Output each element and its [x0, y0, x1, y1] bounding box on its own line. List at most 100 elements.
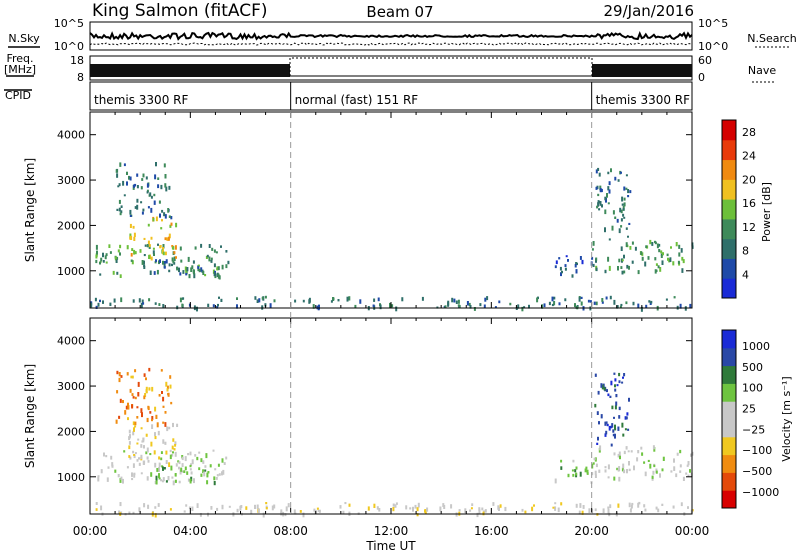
echo-cell	[239, 505, 242, 511]
echo-cell	[147, 504, 150, 509]
noise-tick-high-right: 10^5	[698, 17, 728, 30]
echo-cell	[509, 302, 512, 306]
velocity-colorbar-swatches	[722, 330, 736, 509]
echo-cell	[148, 387, 151, 391]
echo-cell	[682, 259, 685, 264]
echo-cell	[574, 469, 577, 473]
echo-cell	[191, 506, 194, 511]
echo-cell	[164, 251, 167, 256]
echo-cell	[687, 474, 690, 477]
echo-cell	[143, 237, 146, 240]
echo-cell	[179, 469, 182, 475]
echo-cell	[191, 265, 194, 269]
echo-cell	[586, 472, 589, 475]
echo-cell	[134, 183, 137, 187]
colorbar-tick-label: −25	[742, 423, 765, 436]
echo-cell	[113, 298, 116, 303]
echo-cell	[155, 475, 158, 481]
echo-cell	[560, 466, 563, 470]
nsearch-label: N.Search	[747, 32, 797, 45]
echo-cell	[618, 406, 621, 411]
echo-cell	[607, 393, 610, 397]
echo-cell	[629, 246, 632, 250]
echo-cell	[592, 462, 595, 465]
echo-cell	[120, 375, 123, 378]
date-title: 29/Jan/2016	[604, 2, 695, 20]
echo-cell	[557, 507, 560, 513]
echo-cell	[601, 204, 603, 208]
echo-cell	[647, 459, 650, 462]
echo-cell	[131, 393, 134, 396]
echo-cell	[146, 417, 149, 423]
echo-cell	[225, 456, 228, 460]
echo-cell	[138, 457, 140, 460]
echo-cell	[657, 265, 660, 269]
echo-cell	[167, 393, 170, 396]
echo-cell	[124, 410, 127, 415]
echo-cell	[168, 263, 171, 267]
echo-cell	[611, 225, 614, 231]
echo-cell	[102, 300, 104, 304]
echo-cell	[162, 260, 164, 265]
echo-cell	[155, 259, 157, 262]
echo-cell	[157, 184, 160, 189]
echo-cell	[163, 265, 166, 269]
echo-cell	[591, 463, 594, 469]
echo-cell	[119, 212, 122, 216]
echo-cell	[210, 257, 213, 261]
echo-cell	[554, 502, 557, 505]
echo-cell	[171, 245, 174, 248]
echo-cell	[614, 405, 617, 410]
echo-cell	[597, 436, 599, 441]
echo-cell	[169, 384, 172, 389]
echo-cell	[523, 306, 526, 309]
echo-cell	[256, 504, 259, 509]
echo-cell	[533, 504, 535, 507]
echo-cell	[594, 470, 597, 475]
echo-cell	[164, 441, 167, 445]
echo-cell	[285, 506, 288, 512]
echo-cell	[142, 302, 145, 305]
echo-cell	[141, 211, 144, 215]
echo-cell	[154, 462, 157, 468]
echo-cell	[143, 373, 146, 377]
echo-cell	[133, 454, 136, 456]
colorbar-swatch	[722, 490, 736, 509]
echo-cell	[140, 454, 143, 460]
echo-cell	[166, 388, 169, 392]
echo-cell	[116, 208, 119, 211]
echo-cell	[194, 454, 197, 457]
echo-cell	[164, 261, 166, 264]
echo-cell	[611, 405, 614, 410]
echo-cell	[210, 506, 213, 510]
echo-cell	[217, 303, 219, 307]
power-y-axis-label: Slant Range [km]	[23, 158, 37, 262]
echo-cell	[594, 373, 597, 377]
echo-cell	[188, 274, 191, 279]
echo-cell	[257, 508, 260, 513]
echo-cell	[649, 239, 652, 245]
echo-cell	[154, 406, 157, 412]
echo-cell	[484, 509, 487, 513]
echo-cell	[668, 258, 671, 263]
echo-cell	[555, 260, 558, 265]
echo-cell	[133, 232, 136, 237]
echo-cell	[552, 506, 555, 509]
echo-cell	[100, 505, 103, 511]
echo-cell	[412, 506, 414, 512]
echo-cell	[598, 421, 600, 425]
echo-cell	[216, 507, 219, 511]
echo-cell	[131, 260, 134, 265]
echo-cell	[271, 505, 274, 511]
echo-cell	[95, 305, 98, 309]
echo-cell	[172, 480, 175, 486]
echo-cell	[689, 469, 691, 473]
echo-cell	[162, 244, 165, 249]
echo-cell	[679, 303, 682, 309]
echo-cell	[227, 260, 230, 265]
echo-cell	[619, 305, 622, 309]
echo-cell	[638, 501, 641, 505]
echo-cell	[183, 470, 186, 473]
echo-cell	[207, 512, 209, 517]
echo-cell	[217, 273, 220, 277]
